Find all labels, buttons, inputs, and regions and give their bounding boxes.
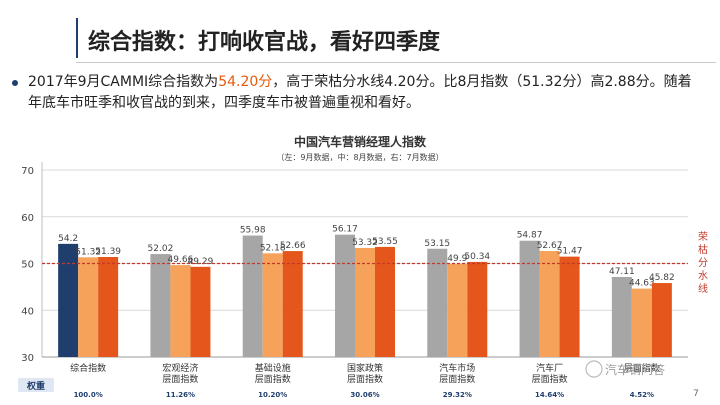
page-title: 综合指数：打响收官战，看好四季度 xyxy=(88,30,441,55)
x-category-label: 层面指数 xyxy=(347,373,383,385)
x-category-label: 汽车厂 xyxy=(536,362,563,374)
chart-subtitle: （左：9月数据，中：8月数据，右：7月数据） xyxy=(276,152,443,162)
bar xyxy=(519,240,540,357)
weight-value: 14.64% xyxy=(535,391,564,399)
data-label: 52.18 xyxy=(260,243,286,253)
data-label: 49.9 xyxy=(447,254,467,264)
watermark-text: 汽车销问答 xyxy=(605,362,665,377)
chart-title: 中国汽车营销经理人指数 xyxy=(294,134,427,149)
data-label: 50.34 xyxy=(464,252,490,262)
x-category-label: 层面指数 xyxy=(439,373,475,385)
x-category-label: 汽车市场 xyxy=(439,362,475,374)
summary-paragraph: 2017年9月CAMMI综合指数为54.20分，高于荣枯分水线4.20分。比8月… xyxy=(12,72,703,114)
bar xyxy=(355,247,375,357)
x-category-label: 层面指数 xyxy=(162,373,198,385)
summary-text-1: 2017年9月CAMMI综合指数为 xyxy=(28,74,219,90)
weight-value: 29.32% xyxy=(443,391,472,399)
bar xyxy=(611,277,632,357)
data-label: 47.11 xyxy=(609,267,635,277)
summary-highlight: 54.20分 xyxy=(218,74,273,90)
weight-value: 11.26% xyxy=(166,391,195,399)
bar xyxy=(58,243,79,357)
bar xyxy=(282,251,303,357)
data-label: 49.29 xyxy=(188,257,214,267)
y-tick-label: 50 xyxy=(21,260,34,271)
bar xyxy=(631,288,652,357)
title-bar: 综合指数：打响收官战，看好四季度 xyxy=(76,8,716,64)
bar xyxy=(427,248,448,357)
data-label: 54.2 xyxy=(58,234,78,244)
summary-text-2: ，高于荣枯分水线4.20分。比8月指数（51.32分）高2.88分。随着年底车市… xyxy=(28,74,692,111)
data-label: 51.39 xyxy=(95,247,121,257)
bullet-icon xyxy=(12,80,18,86)
bar xyxy=(539,251,560,357)
data-label: 52.67 xyxy=(537,241,563,251)
y-tick-label: 70 xyxy=(21,166,34,177)
bar xyxy=(375,246,395,357)
data-label: 53.32 xyxy=(352,238,378,248)
data-label: 52.66 xyxy=(280,241,306,251)
y-tick-label: 60 xyxy=(21,213,34,224)
reference-line-label: 荣 xyxy=(698,231,708,243)
bar xyxy=(190,266,211,357)
weight-value: 4.52% xyxy=(630,391,654,399)
data-label: 51.47 xyxy=(557,247,583,257)
bar xyxy=(467,261,488,357)
bar xyxy=(150,254,171,357)
bar xyxy=(242,235,263,357)
y-tick-label: 30 xyxy=(21,353,34,364)
reference-line-label: 水 xyxy=(698,270,708,282)
data-label: 55.98 xyxy=(240,226,266,236)
title-divider xyxy=(76,62,716,63)
y-tick-label: 40 xyxy=(21,306,34,317)
bar xyxy=(447,263,468,357)
weight-value: 100.0% xyxy=(74,391,103,399)
data-label: 56.17 xyxy=(332,225,358,235)
bar xyxy=(262,253,283,357)
x-category-label: 国家政策 xyxy=(347,362,383,374)
page-number: 7 xyxy=(693,389,699,399)
bar xyxy=(98,257,119,357)
x-category-label: 宏观经济 xyxy=(162,362,198,374)
x-category-label: 基础设施 xyxy=(255,362,291,374)
weight-badge xyxy=(18,378,54,392)
bar xyxy=(170,265,191,357)
bar xyxy=(335,234,355,357)
data-label: 53.55 xyxy=(372,237,398,247)
bar xyxy=(559,256,580,357)
reference-line-label: 枯 xyxy=(698,243,708,256)
data-label: 52.02 xyxy=(148,244,174,254)
data-label: 53.15 xyxy=(424,239,450,249)
data-label: 45.82 xyxy=(649,273,675,283)
bar xyxy=(78,257,99,357)
reference-line-label: 分 xyxy=(698,257,708,269)
wechat-icon xyxy=(585,360,603,378)
weight-label: 权重 xyxy=(26,380,45,392)
x-category-label: 综合指数 xyxy=(70,362,106,374)
bar xyxy=(651,283,672,357)
x-category-label: 层面指数 xyxy=(532,373,568,385)
data-label: 49.66 xyxy=(168,255,194,265)
data-label: 44.63 xyxy=(629,279,655,289)
reference-line-label: 线 xyxy=(698,282,708,295)
x-category-label: 层面指数 xyxy=(255,373,291,385)
weight-value: 30.06% xyxy=(350,391,379,399)
x-category-label: 层面指数 xyxy=(624,362,660,374)
weight-value: 10.20% xyxy=(258,391,287,399)
data-label: 54.87 xyxy=(517,231,543,241)
data-label: 51.32 xyxy=(75,247,101,257)
title-accent-line xyxy=(76,18,78,58)
